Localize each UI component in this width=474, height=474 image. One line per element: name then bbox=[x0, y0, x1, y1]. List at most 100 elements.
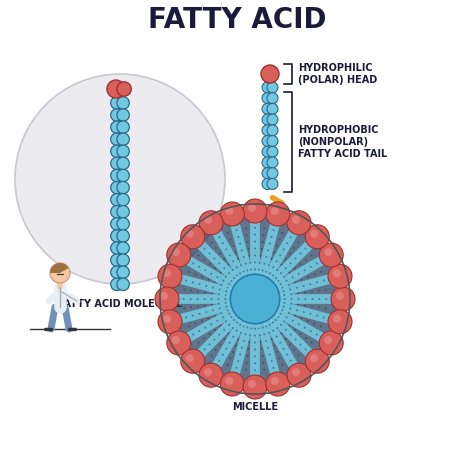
Circle shape bbox=[231, 295, 234, 297]
Circle shape bbox=[296, 309, 298, 311]
Circle shape bbox=[292, 368, 300, 376]
Circle shape bbox=[262, 327, 264, 328]
Circle shape bbox=[219, 344, 221, 346]
Circle shape bbox=[232, 336, 234, 337]
Circle shape bbox=[290, 236, 292, 238]
Circle shape bbox=[273, 287, 276, 289]
Circle shape bbox=[287, 211, 311, 235]
Circle shape bbox=[316, 334, 318, 336]
Circle shape bbox=[197, 291, 199, 292]
Circle shape bbox=[237, 236, 239, 238]
Circle shape bbox=[254, 362, 256, 365]
Circle shape bbox=[280, 283, 282, 285]
Circle shape bbox=[254, 247, 256, 249]
Circle shape bbox=[316, 263, 318, 264]
Circle shape bbox=[292, 276, 294, 278]
Circle shape bbox=[300, 344, 301, 346]
Circle shape bbox=[260, 276, 262, 278]
Circle shape bbox=[223, 338, 225, 340]
Circle shape bbox=[111, 109, 123, 121]
Circle shape bbox=[264, 333, 265, 335]
Circle shape bbox=[288, 284, 290, 286]
Circle shape bbox=[283, 291, 284, 292]
Circle shape bbox=[214, 267, 216, 269]
Circle shape bbox=[246, 355, 248, 357]
Circle shape bbox=[228, 283, 230, 285]
Circle shape bbox=[304, 247, 306, 250]
Circle shape bbox=[111, 218, 123, 230]
Circle shape bbox=[275, 277, 277, 279]
Circle shape bbox=[305, 225, 329, 249]
Circle shape bbox=[204, 327, 206, 328]
Circle shape bbox=[111, 145, 123, 157]
Circle shape bbox=[225, 294, 227, 296]
Circle shape bbox=[111, 97, 123, 109]
Circle shape bbox=[246, 269, 248, 272]
Circle shape bbox=[307, 276, 309, 278]
Circle shape bbox=[272, 266, 274, 268]
Circle shape bbox=[198, 330, 201, 332]
Circle shape bbox=[262, 241, 264, 243]
Circle shape bbox=[288, 312, 290, 314]
Circle shape bbox=[233, 277, 235, 279]
Circle shape bbox=[283, 302, 285, 304]
Circle shape bbox=[247, 248, 249, 250]
Circle shape bbox=[246, 362, 247, 364]
Circle shape bbox=[333, 269, 341, 277]
Circle shape bbox=[297, 241, 300, 244]
Circle shape bbox=[111, 182, 123, 194]
Circle shape bbox=[218, 303, 220, 305]
Circle shape bbox=[249, 334, 251, 336]
Circle shape bbox=[262, 125, 273, 136]
Circle shape bbox=[311, 305, 313, 308]
Circle shape bbox=[236, 329, 238, 332]
Circle shape bbox=[219, 289, 221, 291]
Circle shape bbox=[294, 338, 297, 341]
Circle shape bbox=[294, 257, 297, 259]
Circle shape bbox=[248, 204, 256, 212]
Circle shape bbox=[117, 278, 129, 291]
Circle shape bbox=[276, 304, 278, 306]
Circle shape bbox=[311, 298, 313, 300]
Wedge shape bbox=[50, 263, 69, 273]
Circle shape bbox=[212, 287, 214, 289]
Circle shape bbox=[219, 272, 221, 273]
Circle shape bbox=[296, 287, 298, 289]
Circle shape bbox=[276, 245, 278, 247]
Circle shape bbox=[267, 82, 278, 93]
Circle shape bbox=[301, 317, 302, 319]
Circle shape bbox=[283, 306, 284, 308]
Circle shape bbox=[117, 218, 129, 230]
Circle shape bbox=[181, 225, 205, 249]
Circle shape bbox=[254, 321, 256, 323]
Circle shape bbox=[173, 217, 337, 381]
Circle shape bbox=[205, 285, 207, 287]
Circle shape bbox=[117, 157, 129, 170]
Circle shape bbox=[233, 319, 235, 321]
Circle shape bbox=[163, 315, 171, 323]
Circle shape bbox=[117, 254, 129, 266]
Circle shape bbox=[310, 283, 311, 285]
Circle shape bbox=[225, 276, 227, 278]
Circle shape bbox=[188, 325, 190, 327]
Circle shape bbox=[240, 332, 242, 334]
Circle shape bbox=[313, 323, 315, 325]
Circle shape bbox=[111, 278, 123, 291]
Circle shape bbox=[209, 263, 210, 265]
Circle shape bbox=[192, 315, 194, 317]
Circle shape bbox=[262, 114, 273, 125]
Circle shape bbox=[266, 202, 290, 226]
Circle shape bbox=[267, 103, 278, 114]
Circle shape bbox=[111, 121, 123, 133]
Circle shape bbox=[267, 157, 278, 168]
Circle shape bbox=[310, 266, 312, 268]
Circle shape bbox=[290, 262, 292, 264]
Circle shape bbox=[234, 310, 237, 311]
Circle shape bbox=[305, 259, 307, 261]
Circle shape bbox=[275, 307, 277, 309]
Circle shape bbox=[276, 336, 278, 337]
Circle shape bbox=[316, 282, 318, 283]
Circle shape bbox=[204, 368, 212, 376]
Circle shape bbox=[304, 269, 306, 271]
Circle shape bbox=[245, 228, 246, 229]
